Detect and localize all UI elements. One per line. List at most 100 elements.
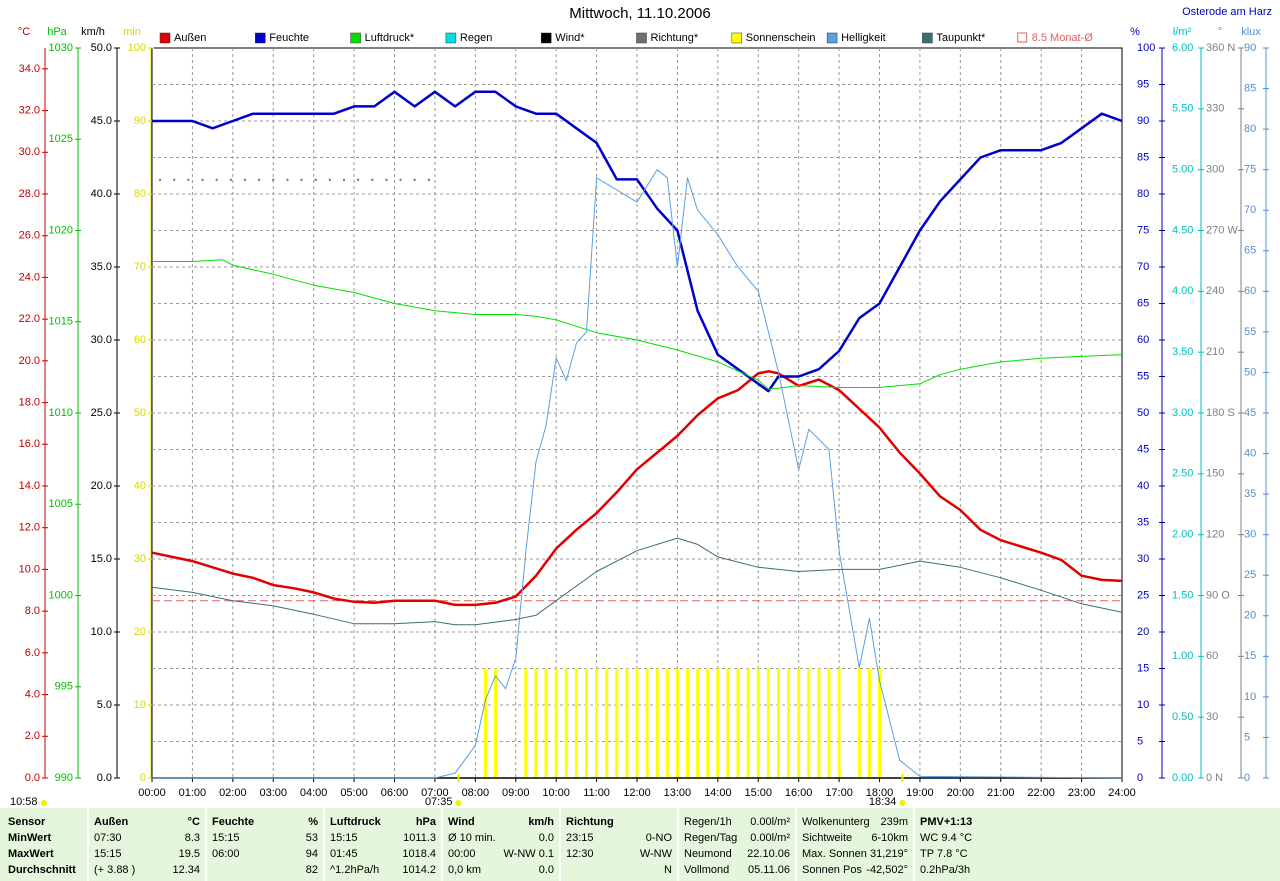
legend-label: Helligkeit [841,32,886,44]
x-tick-label: 20:00 [947,787,975,799]
y-tick-label: 25.0 [91,407,112,419]
sunshine-bar [696,668,700,778]
y-tick-label: 10 [134,699,146,711]
stats-value: 0-NO [646,832,673,844]
direction-dot [258,178,261,181]
y-tick-label: 90 O [1206,589,1230,601]
y-tick-label: 95 [1137,78,1149,90]
stats-row-label: Durchschnitt [8,864,76,876]
y-tick-label: 330 [1206,103,1224,115]
x-tick-label: 10:00 [542,787,570,799]
y-tick-label: 0.0 [97,772,112,784]
direction-dot [314,178,317,181]
y-tick-label: 2.0 [25,730,40,742]
y-tick-label: 85 [1244,82,1256,94]
info-key: Regen/Tag [684,832,737,844]
y-tick-label: 995 [55,681,73,693]
y-tick-label: 35 [1244,488,1256,500]
stats-value: 94 [306,848,318,860]
stats-unit: hPa [416,816,437,828]
stats-key: 15:15 [94,848,122,860]
sunshine-bar [837,668,841,778]
sun-dot [41,800,47,806]
direction-dot [300,178,303,181]
y-tick-label: 45 [1137,443,1149,455]
y-tick-label: 80 [134,188,146,200]
stats-key: 15:15 [212,832,240,844]
y-tick-label: 15.0 [91,553,112,565]
y-tick-label: 60 [1137,334,1149,346]
y-tick-label: 0 N [1206,772,1223,784]
stats-key: 15:15 [330,832,358,844]
stats-key: (+ 3.88 ) [94,864,135,876]
axis-unit: km/h [81,26,105,38]
x-tick-label: 23:00 [1068,787,1096,799]
x-tick-label: 22:00 [1027,787,1055,799]
x-tick-label: 12:00 [623,787,651,799]
sunshine-bar [534,668,538,778]
stats-value: 0.0 [539,832,554,844]
stats-value: 1011.3 [403,832,436,844]
legend-swatch [540,32,552,44]
stats-row-label: MaxWert [8,848,54,860]
info-value: 6-10km [871,832,908,844]
y-tick-label: 5 [1244,731,1250,743]
y-tick-label: 35 [1137,516,1149,528]
y-tick-label: 50.0 [91,42,112,54]
info-key: Sichtweite [802,832,852,844]
info-key: Vollmond [684,864,729,876]
legend-swatch [350,32,361,44]
stats-value: 53 [306,832,318,844]
y-tick-label: 4.50 [1172,224,1193,236]
legend-swatch [1017,32,1028,43]
y-tick-label: 2.00 [1172,529,1193,541]
sunshine-bar [615,668,619,778]
direction-dot [229,178,232,181]
stats-value: N [664,864,672,876]
location: Osterode am Harz [1182,6,1272,18]
direction-dot [187,178,190,181]
y-tick-label: 30 [1244,529,1256,541]
sunshine-bar [564,668,568,778]
y-tick-label: 40.0 [91,188,112,200]
pmv-line: TP 7.8 °C [920,848,968,860]
pmv-line: WC 9.4 °C [920,832,972,844]
stats-header: Feuchte [212,816,254,828]
legend-label: Luftdruck* [365,32,415,44]
x-tick-label: 13:00 [664,787,692,799]
y-tick-label: 240 [1206,285,1224,297]
direction-dot [328,178,331,181]
y-tick-label: 60 [134,334,146,346]
sunshine-bar [827,668,831,778]
x-tick-label: 04:00 [300,787,328,799]
y-tick-label: 360 N [1206,42,1235,54]
direction-dot [201,178,204,181]
y-tick-label: 100 [128,42,146,54]
y-tick-label: 40 [1244,447,1256,459]
x-tick-label: 24:00 [1108,787,1136,799]
y-tick-label: 1010 [49,407,73,419]
y-tick-label: 1.50 [1172,589,1193,601]
y-tick-label: 0 [140,772,146,784]
pmv-line: 0.2hPa/3h [920,864,970,876]
sun-dot [899,800,906,806]
y-tick-label: 10 [1137,699,1149,711]
y-tick-label: 1030 [49,42,73,54]
direction-dot [413,178,416,181]
y-tick-label: 8.0 [25,605,40,617]
legend-swatch [922,32,933,44]
y-tick-label: 55 [1137,370,1149,382]
y-tick-label: 90 [1137,115,1149,127]
series-line [151,370,1123,607]
stats-header: Außen [94,816,129,828]
stats-unit: km/h [528,816,554,828]
stats-value: 82 [306,864,318,876]
stats-header: Wind [448,816,475,828]
stats-key: 23:15 [566,832,594,844]
y-tick-label: 16.0 [19,438,40,450]
info-key: Sonnen Pos [802,864,862,876]
sunshine-bar [524,668,528,778]
stats-value: 1018.4 [402,848,436,860]
y-tick-label: 20 [1244,610,1256,622]
stats-value: 12.34 [172,864,200,876]
